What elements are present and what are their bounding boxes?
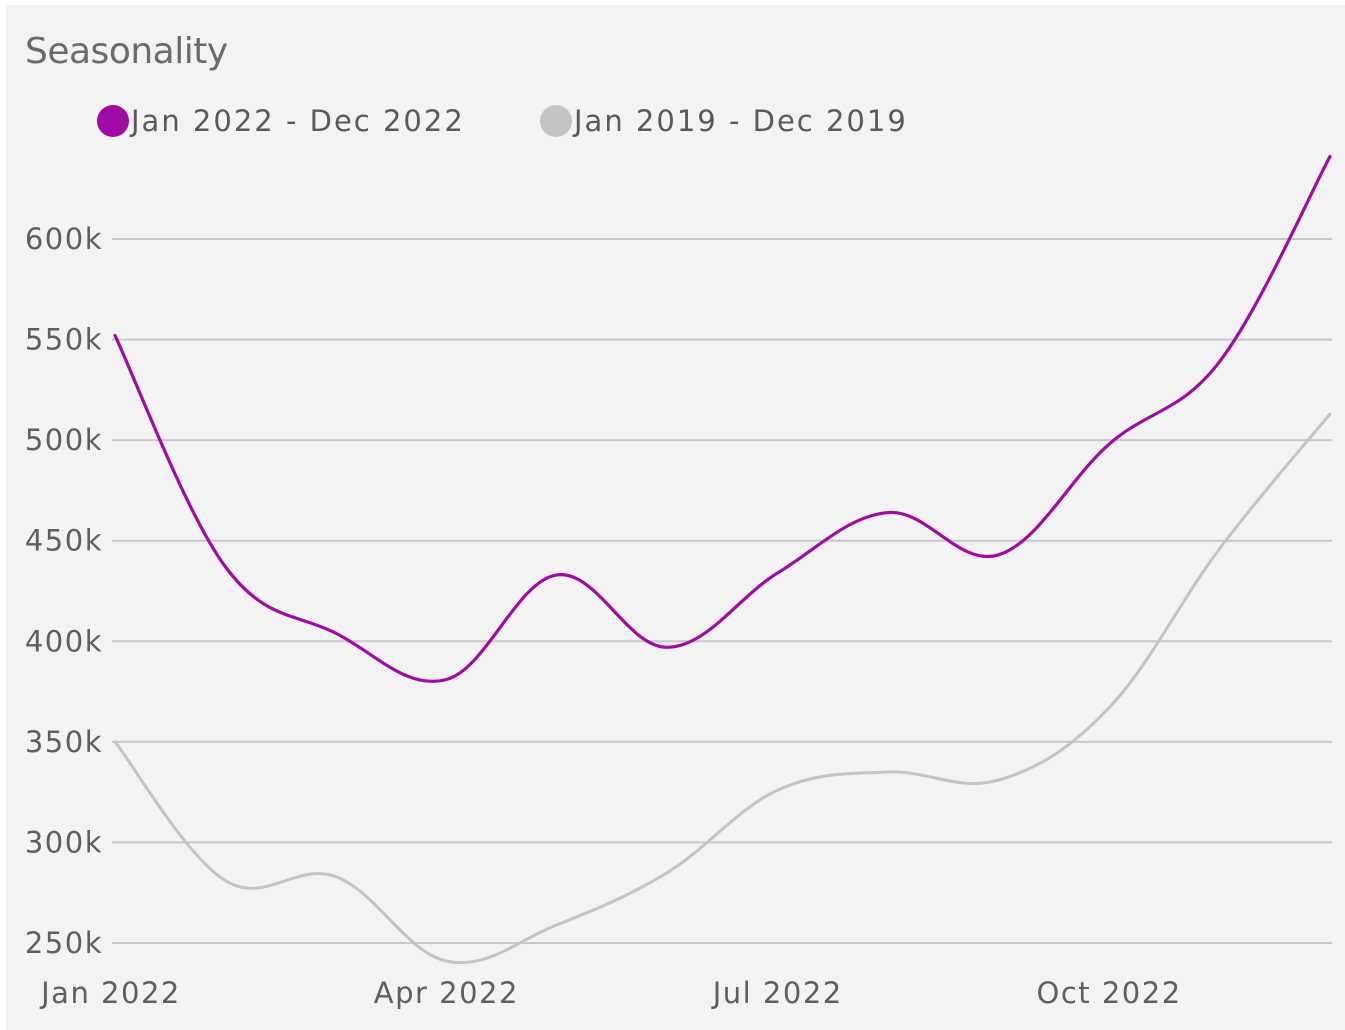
- data-point-series-1[interactable]: [551, 569, 563, 581]
- y-tick-label: 550k: [25, 323, 103, 357]
- x-tick-label: Jan 2022: [39, 976, 181, 1010]
- data-point-series-1[interactable]: [1103, 438, 1115, 450]
- data-point-series-2[interactable]: [330, 871, 342, 883]
- data-point-series-2[interactable]: [219, 875, 231, 887]
- data-point-series-2[interactable]: [551, 919, 563, 931]
- y-tick-label: 250k: [25, 926, 103, 960]
- data-point-series-2[interactable]: [661, 867, 673, 879]
- data-point-series-1[interactable]: [330, 627, 342, 639]
- x-tick-label: Apr 2022: [374, 976, 519, 1010]
- y-tick-label: 600k: [25, 222, 103, 256]
- chart-panel: Seasonality Jan 2022 - Dec 2022 Jan 2019…: [6, 5, 1345, 1030]
- gridlines: [112, 238, 1332, 944]
- legend-swatch-series-2: [540, 105, 572, 137]
- data-point-series-2[interactable]: [993, 774, 1005, 786]
- data-point-series-2[interactable]: [1324, 408, 1336, 420]
- y-tick-label: 450k: [25, 524, 103, 558]
- chart-title: Seasonality: [25, 31, 228, 72]
- x-tick-label: Oct 2022: [1037, 976, 1182, 1010]
- y-tick-label: 300k: [25, 825, 103, 859]
- legend-swatch-series-1: [97, 105, 129, 137]
- data-point-series-2[interactable]: [109, 736, 121, 748]
- y-tick-label: 500k: [25, 423, 103, 457]
- data-point-series-1[interactable]: [772, 567, 784, 579]
- legend-item-series-2[interactable]: Jan 2019 - Dec 2019: [540, 101, 908, 141]
- data-point-series-1[interactable]: [882, 507, 894, 519]
- data-point-series-2[interactable]: [440, 955, 452, 967]
- data-point-series-1[interactable]: [993, 549, 1005, 561]
- data-point-series-2[interactable]: [772, 784, 784, 796]
- data-point-series-1[interactable]: [440, 674, 452, 686]
- y-tick-label: 400k: [25, 624, 103, 658]
- chart-legend: Jan 2022 - Dec 2022 Jan 2019 - Dec 2019: [6, 101, 1345, 141]
- data-point-series-1[interactable]: [1324, 151, 1336, 163]
- data-point-series-1[interactable]: [109, 330, 121, 342]
- legend-label-series-2: Jan 2019 - Dec 2019: [574, 104, 908, 138]
- data-point-series-1[interactable]: [1214, 356, 1226, 368]
- data-point-series-2[interactable]: [1103, 702, 1115, 714]
- data-point-series-2[interactable]: [1214, 543, 1226, 555]
- data-point-series-2[interactable]: [882, 766, 894, 778]
- legend-label-series-1: Jan 2022 - Dec 2022: [131, 104, 465, 138]
- data-point-series-1[interactable]: [219, 561, 231, 573]
- data-point-series-1[interactable]: [661, 641, 673, 653]
- series-line-1[interactable]: [113, 154, 1332, 683]
- legend-item-series-1[interactable]: Jan 2022 - Dec 2022: [97, 101, 465, 141]
- series-line-2[interactable]: [113, 412, 1332, 965]
- x-tick-label: Jul 2022: [711, 976, 843, 1010]
- y-tick-label: 350k: [25, 725, 103, 759]
